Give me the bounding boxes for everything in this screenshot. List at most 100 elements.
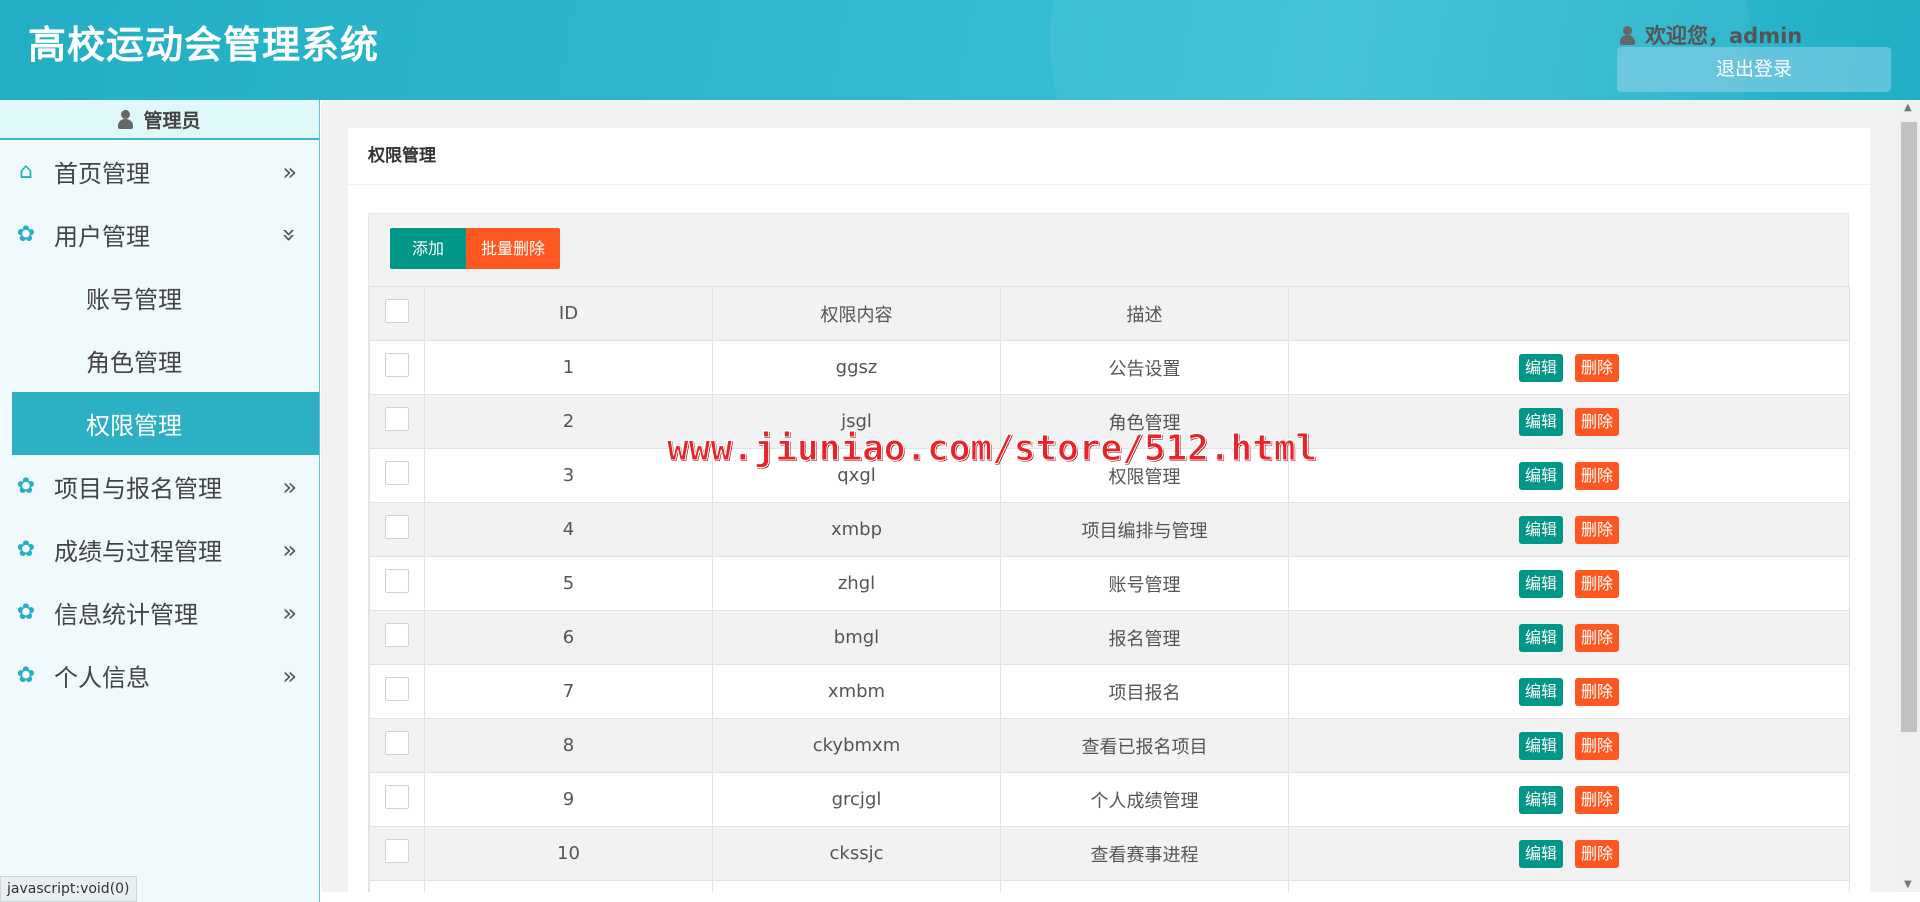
- sidebar-item-home[interactable]: ⌂ 首页管理 »: [0, 140, 319, 203]
- sidebar-item-users[interactable]: ✿ 用户管理 »: [0, 203, 319, 266]
- scrollbar-thumb[interactable]: [1901, 122, 1917, 732]
- cell-description: 账号管理: [1000, 556, 1289, 611]
- cell-description: 权限管理: [1000, 448, 1289, 503]
- welcome-label: 欢迎您，admin: [1645, 24, 1803, 48]
- table-row: 4 xmbp 项目编排与管理 编辑 删除: [369, 502, 1850, 557]
- select-all-cell: [369, 286, 425, 341]
- menu-label: 项目与报名管理: [54, 475, 222, 503]
- row-select-cell: [369, 826, 425, 881]
- cell-actions: 编辑删除: [1288, 556, 1850, 611]
- card-title: 权限管理: [348, 128, 1870, 185]
- cell-description: 查看已报名项目: [1000, 718, 1289, 773]
- cell-description: 项目报名: [1000, 664, 1289, 719]
- table-row: 9 grcjgl 个人成绩管理 编辑 删除: [369, 772, 1850, 827]
- column-header-description[interactable]: 描述: [1000, 286, 1289, 341]
- edit-button[interactable]: 编辑: [1518, 677, 1563, 706]
- row-checkbox[interactable]: [385, 353, 409, 377]
- table-row: 3 qxgl 权限管理 编辑 删除: [369, 448, 1850, 503]
- column-header-id[interactable]: ID: [424, 286, 713, 341]
- table-row: 2 jsgl 角色管理 编辑 删除: [369, 394, 1850, 449]
- user-icon: [118, 109, 134, 129]
- delete-button[interactable]: 删除: [1575, 353, 1620, 382]
- cell-content: ckybmxm: [712, 718, 1001, 773]
- delete-button[interactable]: 删除: [1575, 461, 1620, 490]
- table-row: 10 ckssjc 查看赛事进程 编辑 删除: [369, 826, 1850, 881]
- delete-button[interactable]: 删除: [1575, 731, 1620, 760]
- cell-actions: 编辑删除: [1288, 826, 1850, 881]
- row-checkbox[interactable]: [385, 515, 409, 539]
- edit-button[interactable]: 编辑: [1518, 731, 1563, 760]
- row-checkbox[interactable]: [385, 731, 409, 755]
- cell-actions: 编辑删除: [1288, 394, 1850, 449]
- column-header-content[interactable]: 权限内容: [712, 286, 1001, 341]
- main-content: 权限管理 添加 批量删除 ID 权限内容 描述 1 ggsz 公告设置 编辑 删除…: [321, 100, 1898, 892]
- cell-actions: 编辑删除: [1288, 610, 1850, 665]
- cell-content: ggsz: [712, 340, 1001, 395]
- row-checkbox[interactable]: [385, 839, 409, 863]
- cell-description: 公告设置: [1000, 340, 1289, 395]
- cell-id: 11: [424, 880, 713, 892]
- toolbar: 添加 批量删除: [369, 214, 1848, 286]
- user-icon: [1620, 25, 1635, 45]
- row-checkbox[interactable]: [385, 407, 409, 431]
- row-checkbox[interactable]: [385, 623, 409, 647]
- row-checkbox[interactable]: [385, 785, 409, 809]
- edit-button[interactable]: 编辑: [1518, 785, 1563, 814]
- cell-description: 个人成绩管理: [1000, 772, 1289, 827]
- row-select-cell: [369, 556, 425, 611]
- scroll-up-icon[interactable]: ▲: [1904, 102, 1912, 113]
- scrollbar[interactable]: ▲ ▼: [1898, 100, 1920, 892]
- row-checkbox[interactable]: [385, 569, 409, 593]
- edit-button[interactable]: 编辑: [1518, 569, 1563, 598]
- gear-icon: ✿: [16, 537, 36, 562]
- add-button[interactable]: 添加: [390, 228, 467, 269]
- chevron-right-icon: »: [282, 661, 297, 690]
- gear-icon: ✿: [16, 222, 36, 247]
- scroll-down-icon[interactable]: ▼: [1904, 879, 1912, 890]
- delete-button[interactable]: 删除: [1575, 839, 1620, 868]
- cell-id: 8: [424, 718, 713, 773]
- delete-button[interactable]: 删除: [1575, 785, 1620, 814]
- cell-id: 3: [424, 448, 713, 503]
- gear-icon: ✿: [16, 474, 36, 499]
- cell-actions: 编辑删除: [1288, 340, 1850, 395]
- cell-content: ckssjc: [712, 826, 1001, 881]
- row-checkbox[interactable]: [385, 677, 409, 701]
- edit-button[interactable]: 编辑: [1518, 461, 1563, 490]
- cell-actions: 编辑删除: [1288, 772, 1850, 827]
- delete-button[interactable]: 删除: [1575, 515, 1620, 544]
- select-all-checkbox[interactable]: [385, 299, 409, 323]
- table-row: 5 zhgl 账号管理 编辑 删除: [369, 556, 1850, 611]
- edit-button[interactable]: 编辑: [1518, 353, 1563, 382]
- sidebar-subitem-roles[interactable]: 角色管理: [86, 349, 182, 377]
- row-checkbox[interactable]: [385, 461, 409, 485]
- edit-button[interactable]: 编辑: [1518, 623, 1563, 652]
- sidebar-item-statistics[interactable]: ✿ 信息统计管理 »: [0, 581, 319, 644]
- delete-button[interactable]: 删除: [1575, 623, 1620, 652]
- row-select-cell: [369, 880, 425, 892]
- chevron-right-icon: »: [282, 157, 297, 186]
- cell-content: [712, 880, 1001, 892]
- cell-content: bmgl: [712, 610, 1001, 665]
- edit-button[interactable]: 编辑: [1518, 515, 1563, 544]
- sidebar-subitem-permissions[interactable]: 权限管理: [12, 392, 319, 455]
- edit-button[interactable]: 编辑: [1518, 407, 1563, 436]
- sidebar-item-projects[interactable]: ✿ 项目与报名管理 »: [0, 455, 319, 518]
- cell-content: qxgl: [712, 448, 1001, 503]
- logout-button[interactable]: 退出登录: [1617, 47, 1891, 92]
- sidebar-role: 管理员: [0, 100, 319, 140]
- gear-icon: ✿: [16, 600, 36, 625]
- sidebar-item-scores[interactable]: ✿ 成绩与过程管理 »: [0, 518, 319, 581]
- menu-label: 首页管理: [54, 160, 150, 188]
- sidebar-item-profile[interactable]: ✿ 个人信息 »: [0, 644, 319, 707]
- sidebar-subitem-accounts[interactable]: 账号管理: [86, 286, 182, 314]
- edit-button[interactable]: 编辑: [1518, 839, 1563, 868]
- table-row: 1 ggsz 公告设置 编辑 删除: [369, 340, 1850, 395]
- batch-delete-button[interactable]: 批量删除: [466, 228, 561, 269]
- cell-description: 报名管理: [1000, 610, 1289, 665]
- delete-button[interactable]: 删除: [1575, 569, 1620, 598]
- delete-button[interactable]: 删除: [1575, 407, 1620, 436]
- menu-label: 用户管理: [54, 223, 150, 251]
- chevron-right-icon: »: [282, 472, 297, 501]
- delete-button[interactable]: 删除: [1575, 677, 1620, 706]
